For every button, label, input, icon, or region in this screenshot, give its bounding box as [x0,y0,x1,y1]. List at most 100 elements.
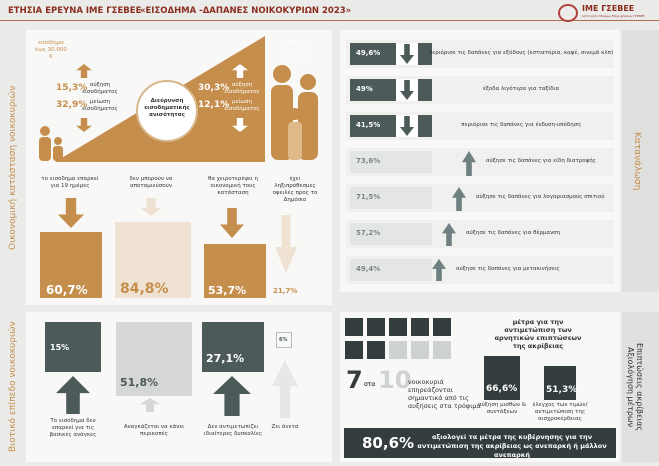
label: έχει ληξιπρόθεσμες οφειλές προς το Δημόσ… [272,176,318,203]
value: 41,5% [356,121,381,129]
box [40,232,102,298]
label: θα χειροτερέψει η οικονομική τους κατάστ… [207,176,259,196]
value: 49,4% [356,265,381,273]
value: 32,9% [56,100,88,110]
label: αύξησε τις δαπάνες για μετακινήσεις [456,266,560,272]
arrow [442,223,456,246]
arrow [272,360,298,418]
box [115,222,191,298]
label: Αναγκάζεται να κάνει περικοπές [123,424,185,437]
value-box [350,151,432,173]
value: 30,3% [198,83,230,93]
arrow [400,44,414,64]
people-icon [39,126,63,161]
label: αύξηση μισθών & συντάξεων [477,402,526,415]
big-number: 7 [346,366,363,394]
arrow [213,376,251,416]
value-box [350,187,432,209]
box [202,322,264,372]
strip [622,312,659,462]
label: περιόρισε τις δαπάνες για ένδυση-υπόδηση [461,122,581,128]
strip [622,30,659,292]
label: Το εισόδημα δεν επαρκεί για τις βασικές … [49,418,97,438]
section-label: Οικονομική κατάσταση νοικοκυριών [8,85,18,250]
arrow [232,64,248,78]
label: αύξηση εισοδήματος [82,82,118,95]
label: δεν μπορούν να αποταμιεύσουν [129,176,173,189]
logo: ΙΜΕ ΓΣΕΒΕΕ [582,4,635,13]
text: στα [364,381,376,388]
label: Αξιολόγηση μέτρων [626,346,635,428]
label: περιόρισε τις δαπάνες για εξόδους (εστια… [428,50,614,56]
box [544,366,576,400]
section-label: Επιπτώσεις ακρίβειας Αξιολόγηση μέτρων [626,312,644,462]
arrow [452,187,466,211]
section-label: Βιοτικό επίπεδο νοικοκυριών [8,321,18,453]
group-label: εισόδημα άνω των 30.000 € [281,40,307,60]
label: Δεν αντιμετωπίζει ιδιαίτερες δυσκολίες [203,424,263,437]
bottom-bar [344,428,616,458]
arrow [220,208,244,238]
logo-icon [558,4,578,22]
arrow [140,198,162,216]
value: 71,5% [356,193,381,201]
value: 15,3% [56,83,88,93]
rule [0,20,659,21]
value: 66,6% [486,384,518,394]
value: 60,7% [46,283,88,297]
label: Επιπτώσεις ακρίβειας [635,342,644,432]
label: έξοδα λιγότερα για ταξίδια [482,86,560,92]
subtitle: «ΕΙΣΟΔΗΜΑ -ΔΑΠΑΝΕΣ ΝΟΙΚΟΚΥΡΙΩΝ 2023» [140,6,352,16]
value: 73,6% [356,157,381,165]
label: το εισόδημα επαρκεί για 19 ημέρες [41,176,99,189]
label: μείωση εισοδήματος [224,99,260,112]
arrow [462,151,476,176]
label: αύξησε τις δαπάνες για λογαριασμούς σπιτ… [476,194,605,200]
value: 80,6% [362,434,415,452]
box [484,356,520,400]
squares [345,318,451,359]
circle [136,80,198,142]
value: 27,1% [206,352,245,365]
value: 21,7% [273,287,298,295]
value-box [350,223,432,245]
value: 15% [50,343,70,352]
text: αξιολογεί τα μέτρα της κυβέρνησης για τη… [417,433,607,459]
box [276,332,292,348]
value-box [350,259,432,281]
label: αύξησε τις δαπάνες για είδη διατροφής [486,158,596,164]
arrow [76,64,92,78]
people-icon [271,65,318,160]
arrow [275,215,297,273]
big-number: 10 [378,366,412,394]
label: έλεγχος των τιμών/ αντιμετώπιση της αισχ… [532,402,588,422]
value: 51,3% [546,385,578,395]
label: μείωση εισοδήματος [82,99,118,112]
box [45,322,101,372]
value: 49% [356,85,373,93]
logo-sub: Ινστιτούτο Μικρών Επιχειρήσεων ΓΣΕΒΕΕ [582,14,645,18]
text: νοικοκυριά επηρεάζονται σημαντικά από τι… [408,378,481,410]
section-label: Κατανάλωση [632,131,642,191]
value: 84,8% [120,281,169,297]
arrow [400,80,414,100]
group-label: εισόδημα έως 30.000 € [35,40,67,60]
box [116,322,192,396]
value: 49,6% [356,49,381,57]
title: ΕΤΗΣΙΑ ΕΡΕΥΝΑ ΙΜΕ ΓΣΕΒΕΕ [8,6,142,16]
arrow [56,376,90,414]
center-label: Διεύρυνση εισοδηματικής ανισότητας [144,98,190,118]
label: αύξηση εισοδήματος [224,82,260,95]
arrow [140,398,160,412]
value: 57,2% [356,229,381,237]
label: Ζει άνετα [271,424,299,430]
value: 6% [279,337,288,343]
value: 12,1% [198,100,230,110]
value: 53,7% [208,284,247,297]
arrow [432,259,446,281]
measures-title: μέτρα για την αντιμετώπιση των αρνητικών… [494,318,582,350]
arrow [58,198,84,228]
arrow [76,118,92,132]
box [204,244,266,298]
